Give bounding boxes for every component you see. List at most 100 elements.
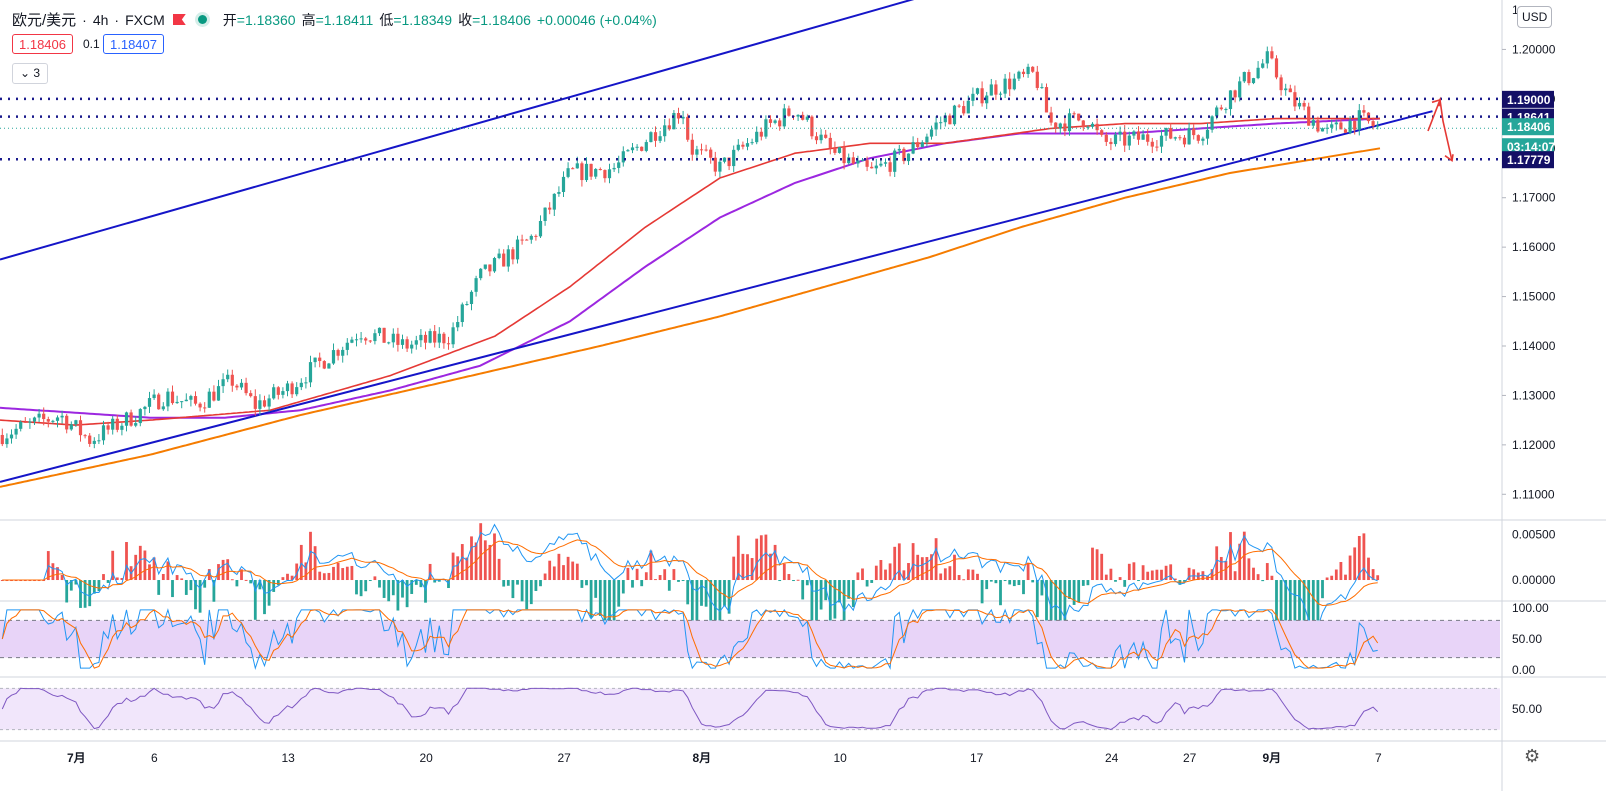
candle-body <box>285 383 290 392</box>
candle-body <box>134 423 138 426</box>
macd-histogram-bar <box>410 580 414 594</box>
macd-histogram-bar <box>1339 562 1343 581</box>
macd-histogram-bar <box>74 580 78 585</box>
macd-histogram-bar <box>1049 580 1053 650</box>
candle-body <box>1067 113 1072 132</box>
macd-histogram-bar <box>364 580 368 592</box>
candle-body <box>1136 131 1141 140</box>
candle-body <box>258 400 262 409</box>
candle-body <box>1187 128 1191 145</box>
candle-body <box>170 391 175 404</box>
candle-body <box>193 396 198 404</box>
candle-body <box>221 379 225 387</box>
candle-body <box>1058 123 1062 129</box>
candle-body <box>456 322 460 328</box>
time-axis-label: 27 <box>558 751 572 765</box>
macd-histogram-bar <box>470 536 473 581</box>
candle-body <box>759 131 763 137</box>
macd-histogram-bar <box>258 580 262 590</box>
macd-tick-label: 0.00000 <box>1512 573 1556 587</box>
candle-body <box>1247 72 1251 84</box>
separator: · <box>82 11 87 28</box>
candle-body <box>810 116 814 137</box>
candle-body <box>1054 122 1058 129</box>
macd-histogram-bar <box>801 580 805 600</box>
candle-body <box>966 100 970 114</box>
candle-body <box>51 420 55 422</box>
macd-histogram-bar <box>621 580 625 594</box>
buy-button[interactable]: 1.18407 <box>103 34 164 54</box>
currency-button[interactable]: USD <box>1517 6 1553 28</box>
macd-histogram-bar <box>1012 580 1016 587</box>
candle-body <box>359 338 363 340</box>
candle-body <box>778 120 782 127</box>
macd-histogram-bar <box>1123 580 1127 587</box>
macd-histogram-bar <box>1238 543 1242 581</box>
symbol-name[interactable]: 欧元/美元 <box>12 12 77 29</box>
candle-body <box>796 114 800 117</box>
macd-histogram-bar <box>483 540 487 581</box>
candle-body <box>262 400 267 407</box>
macd-histogram-bar <box>203 580 207 588</box>
macd-histogram-bar <box>925 557 929 581</box>
candle-body <box>1104 134 1108 142</box>
sell-button[interactable]: 1.18406 <box>12 34 73 54</box>
candle-body <box>911 142 915 154</box>
candle-body <box>488 264 492 272</box>
candle-body <box>19 421 23 429</box>
stoch-tick-label: 0.00 <box>1512 663 1536 677</box>
gear-icon[interactable]: ⚙ <box>1524 746 1541 766</box>
macd-histogram-bar <box>874 565 878 581</box>
macd-histogram-bar <box>1026 562 1030 581</box>
macd-histogram-bar <box>1104 574 1108 581</box>
candle-body <box>594 169 598 177</box>
macd-histogram-bar <box>497 558 501 581</box>
indicators-toggle[interactable]: ⌄ 3 <box>12 63 49 84</box>
candle-body <box>161 406 165 410</box>
macd-histogram-bar <box>520 580 524 602</box>
macd-histogram-bar <box>249 580 253 584</box>
macd-histogram-bar <box>14 580 18 582</box>
candle-body <box>28 421 32 423</box>
candle-body <box>520 239 524 241</box>
macd-histogram-bar <box>10 580 13 582</box>
market-status-icon <box>197 15 207 24</box>
time-axis-label: 7月 <box>67 751 86 765</box>
candle-body <box>837 147 842 153</box>
candle-body <box>713 157 717 172</box>
candle-body <box>773 120 777 123</box>
macd-histogram-bar <box>56 567 59 581</box>
projection-arrow-path <box>1427 96 1453 161</box>
macd-histogram-bar <box>1265 563 1269 581</box>
macd-histogram-bar <box>184 580 188 595</box>
macd-histogram-bar <box>1325 577 1329 581</box>
macd-histogram-bar <box>612 580 616 623</box>
macd-histogram-bar <box>1091 547 1094 581</box>
candle-body <box>230 374 234 386</box>
macd-line <box>2 523 1378 628</box>
macd-histogram-bar <box>617 580 621 607</box>
macd-histogram-bar <box>111 550 115 581</box>
macd-histogram-bar <box>1270 575 1274 581</box>
macd-histogram-bar <box>1192 569 1196 581</box>
candle-body <box>239 382 244 388</box>
macd-histogram-bar <box>396 580 400 611</box>
macd-histogram-bar <box>1003 580 1007 582</box>
candle-body <box>948 115 952 125</box>
chevron-down-icon: ⌄ <box>20 66 31 80</box>
macd-histogram-bar <box>405 580 409 608</box>
time-axis-label: 13 <box>282 751 296 765</box>
macd-histogram-bar <box>681 580 685 582</box>
macd-histogram-bar <box>382 580 386 598</box>
macd-histogram-bar <box>290 575 294 581</box>
interval-label[interactable]: 4h <box>92 11 109 28</box>
macd-histogram-bar <box>138 545 142 581</box>
candle-body <box>341 349 345 356</box>
candle-body <box>1141 134 1145 140</box>
candle-body <box>699 149 704 151</box>
macd-histogram-bar <box>350 565 354 581</box>
macd-histogram-bar <box>456 556 460 581</box>
macd-histogram-bar <box>212 580 216 602</box>
